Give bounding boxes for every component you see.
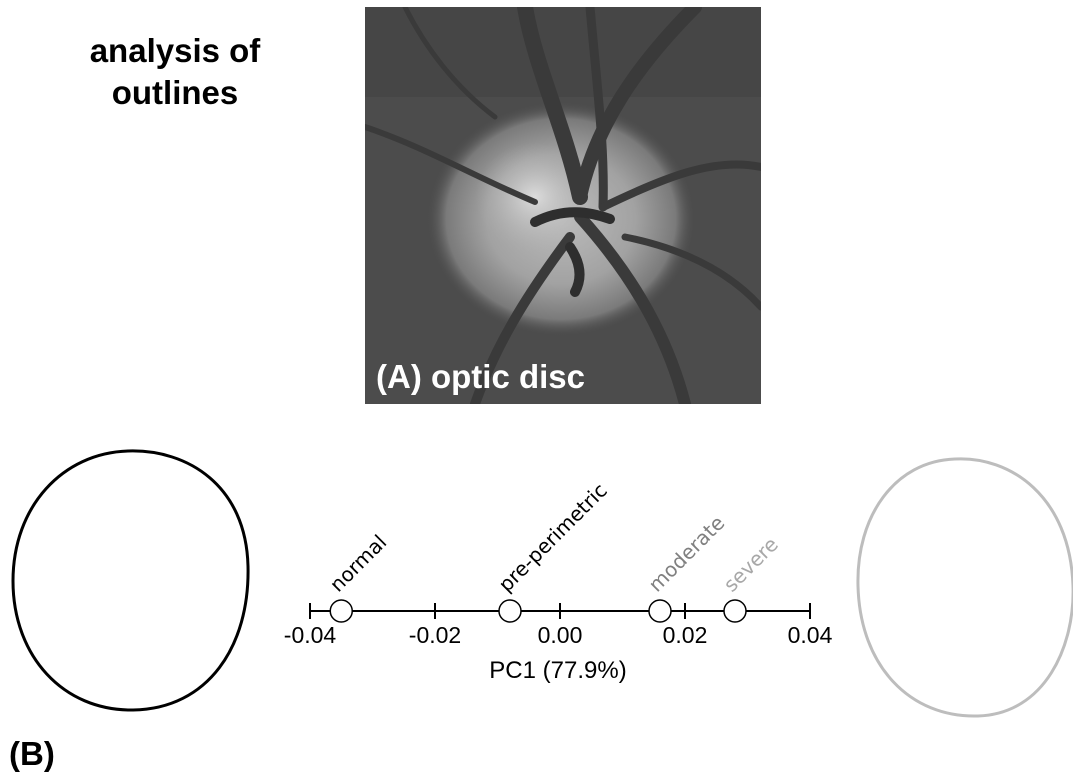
photo-caption: (A) optic disc	[376, 358, 586, 395]
tick-label: 0.04	[788, 622, 833, 648]
heading-line-2: outlines	[111, 74, 239, 111]
group-point	[498, 599, 522, 623]
heading-line-1: analysis of	[89, 32, 261, 69]
optic-disc-photo: (A) optic disc	[365, 7, 761, 404]
fundus-image	[365, 7, 761, 404]
point-label: severe	[719, 532, 783, 596]
tick-label: 0.00	[538, 622, 583, 648]
normal-disc-outline	[11, 449, 250, 712]
tick-label: 0.02	[663, 622, 708, 648]
panel-b-label: (B)	[9, 735, 55, 772]
tick-label: -0.02	[409, 622, 461, 648]
group-point	[329, 599, 353, 623]
point-label: pre-perimetric	[494, 478, 612, 596]
point-label: normal	[325, 530, 392, 597]
group-point	[723, 599, 747, 623]
axis-ticks: -0.04 -0.02 0.00 0.02 0.04	[284, 603, 833, 648]
axis-label: PC1 (77.9%)	[489, 657, 626, 684]
point-label: moderate	[644, 511, 730, 597]
tick-label: -0.04	[284, 622, 337, 648]
severe-disc-outline	[856, 457, 1073, 718]
figure-heading: analysis of outlines	[0, 30, 350, 114]
group-point	[648, 599, 672, 623]
